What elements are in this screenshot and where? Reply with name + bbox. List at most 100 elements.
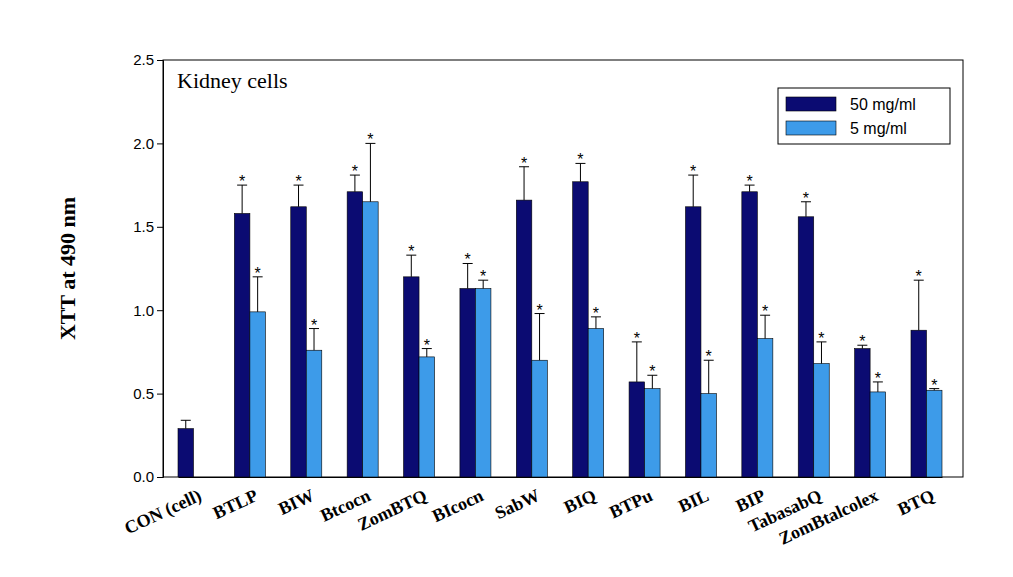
error-bar: [253, 277, 263, 312]
y-tick-label: 2.5: [133, 51, 154, 68]
bar: [306, 350, 322, 477]
significance-star: *: [577, 151, 583, 168]
x-tick-label: BIW: [275, 485, 317, 519]
bar: [855, 349, 871, 477]
error-bar: [535, 314, 545, 361]
significance-star: *: [931, 377, 937, 394]
error-bar: [365, 143, 375, 201]
bar: [573, 182, 589, 477]
x-tick: ZomBTQ: [354, 477, 430, 535]
significance-star: *: [311, 317, 317, 334]
significance-star: *: [746, 173, 752, 190]
x-tick-label: BTQ: [895, 485, 938, 519]
bar: [911, 330, 927, 477]
bar: [798, 217, 814, 477]
y-tick-mark: [157, 477, 163, 478]
significance-star: *: [803, 190, 809, 207]
significance-star: *: [424, 337, 430, 354]
y-tick: 1.0: [133, 302, 163, 319]
x-tick-label: BIQ: [561, 485, 599, 517]
error-bar: [181, 420, 191, 428]
x-tick-label: BTLP: [210, 485, 261, 523]
x-tick-label: BIL: [675, 485, 712, 516]
y-tick: 0.0: [133, 468, 163, 485]
bar: [532, 360, 548, 477]
x-tick: BIW: [275, 477, 317, 519]
bar: [701, 394, 717, 477]
legend-swatch: [786, 121, 836, 135]
x-tick-label: BTPu: [606, 485, 655, 522]
significance-labels: **************************: [239, 131, 937, 393]
chart-title: Kidney cells: [177, 68, 288, 93]
x-tick: BTLP: [210, 477, 261, 523]
plot-area: [178, 143, 942, 477]
significance-star: *: [367, 131, 373, 148]
legend: 50 mg/ml5 mg/ml: [778, 88, 950, 144]
y-tick-label: 1.0: [133, 302, 154, 319]
y-tick-mark: [157, 60, 163, 61]
legend-label: 5 mg/ml: [850, 120, 907, 137]
x-tick-label: ZomBTQ: [354, 485, 430, 534]
significance-star: *: [859, 333, 865, 350]
significance-star: *: [690, 163, 696, 180]
significance-star: *: [818, 330, 824, 347]
y-tick-label: 2.0: [133, 135, 154, 152]
y-tick-label: 0.5: [133, 385, 154, 402]
x-tick-label: SabW: [492, 485, 543, 523]
y-tick-mark: [157, 227, 163, 228]
bar: [814, 364, 830, 477]
significance-star: *: [465, 251, 471, 268]
y-axis: 0.0 0.5 1.0 1.5 2.0 2.5: [133, 51, 163, 485]
error-stem: [370, 143, 371, 201]
bar-series: [178, 163, 926, 477]
significance-star: *: [649, 363, 655, 380]
y-tick-mark: [157, 310, 163, 311]
y-tick: 1.5: [133, 218, 163, 235]
bar: [516, 200, 532, 477]
plot-frame: [163, 60, 963, 477]
error-stem: [636, 342, 637, 382]
bar: [460, 289, 476, 477]
y-tick-mark: [157, 394, 163, 395]
y-tick: 0.5: [133, 385, 163, 402]
significance-star: *: [762, 303, 768, 320]
significance-star: *: [255, 265, 261, 282]
x-tick: ZomBtalcolex: [776, 477, 881, 549]
x-tick-label: ZomBtalcolex: [776, 485, 881, 548]
chart: **************************0.00.51.01.52.…: [0, 0, 1013, 577]
significance-star: *: [408, 243, 414, 260]
y-tick-mark: [157, 143, 163, 144]
y-tick: 2.5: [133, 51, 163, 68]
x-tick-label: CON (cell): [121, 485, 205, 539]
bar: [291, 207, 307, 477]
bar: [685, 207, 701, 477]
bar: [419, 357, 435, 477]
error-stem: [185, 420, 186, 428]
significance-star: *: [295, 173, 301, 190]
significance-star: *: [521, 155, 527, 172]
bar: [757, 339, 773, 477]
bar: [742, 192, 758, 477]
bar: [870, 392, 886, 477]
bar-series: [250, 143, 942, 477]
significance-star: *: [239, 173, 245, 190]
y-axis-line: [157, 61, 164, 478]
y-tick: 2.0: [133, 135, 163, 152]
significance-star: *: [480, 268, 486, 285]
bar: [347, 192, 363, 477]
error-stem: [539, 314, 540, 361]
bar: [178, 429, 194, 477]
x-tick: BIcocn: [429, 477, 486, 526]
y-tick-label: 0.0: [133, 468, 154, 485]
legend-swatch: [786, 97, 836, 111]
x-tick: CON (cell): [121, 477, 205, 539]
legend-box: [778, 88, 950, 144]
error-bar: [632, 342, 642, 382]
significance-star: *: [706, 348, 712, 365]
x-tick-label: BIcocn: [429, 485, 486, 526]
significance-star: *: [634, 330, 640, 347]
y-tick-label: 1.5: [133, 218, 154, 235]
error-cap: [181, 420, 191, 421]
y-axis-title: XTT at 490 nm: [55, 197, 80, 340]
bar: [926, 390, 942, 477]
